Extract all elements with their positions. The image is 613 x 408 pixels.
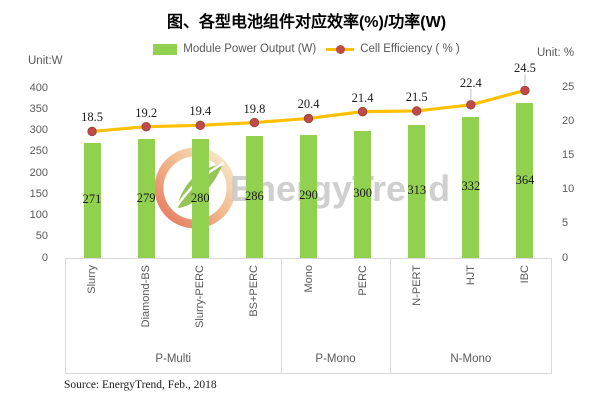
- bar-value-label: 364: [515, 172, 535, 187]
- bar-value-label: 290: [299, 188, 318, 203]
- y-axis-tick-left: 50: [35, 230, 48, 243]
- category-label: N-PERT: [410, 265, 423, 306]
- bar-value-label: 332: [461, 179, 481, 194]
- line-marker-icon: [412, 106, 422, 116]
- line-marker-icon: [357, 106, 368, 117]
- category-group-label: P-Mono: [315, 353, 356, 365]
- y-axis-tick-left: 300: [29, 124, 48, 136]
- line-value-label: 21.5: [405, 89, 428, 104]
- line-marker-icon: [195, 120, 205, 131]
- bar: [245, 136, 263, 258]
- line-marker-icon: [87, 126, 97, 137]
- y-axis-tick-left: 100: [29, 209, 48, 221]
- bar-value-label: 271: [82, 192, 102, 207]
- right-axis-unit-label: Unit: %: [537, 47, 575, 59]
- line-marker-icon: [466, 100, 476, 110]
- y-axis-tick-left: 250: [29, 145, 48, 158]
- line-value-label: 19.2: [135, 105, 158, 120]
- y-axis-tick-left: 150: [29, 187, 48, 200]
- category-group-label: P-Multi: [155, 353, 192, 365]
- y-axis-tick-left: 200: [29, 166, 48, 179]
- category-group-label: N-Mono: [450, 353, 492, 365]
- category-label: Mono: [302, 265, 315, 293]
- y-axis-tick-right: 20: [562, 114, 575, 127]
- line-marker-icon: [520, 85, 530, 96]
- legend-line-label: Cell Efficiency ( % ): [360, 43, 460, 55]
- category-label: HJT: [464, 265, 477, 286]
- line-value-label: 21.4: [351, 90, 374, 105]
- line-value-label: 18.5: [81, 110, 103, 125]
- category-label: Slurry-PERC: [194, 265, 207, 328]
- category-label: BS+PERC: [248, 265, 261, 317]
- bar: [83, 142, 101, 258]
- chart-title: 图、各型电池组件对应效率(%)/功率(W): [166, 14, 447, 31]
- y-axis-tick-right: 5: [562, 217, 569, 230]
- category-axis-box: [65, 258, 552, 374]
- bar: [516, 103, 534, 258]
- line-value-label: 19.4: [189, 104, 212, 119]
- y-axis-tick-left: 0: [41, 251, 48, 264]
- legend-bar-label: Module Power Output (W): [183, 43, 317, 55]
- y-axis-tick-right: 15: [562, 148, 575, 161]
- bar: [137, 139, 155, 258]
- bar-value-label: 300: [353, 186, 372, 201]
- bar: [354, 130, 372, 258]
- category-group-divider: [389, 258, 391, 374]
- line-marker-icon: [303, 113, 314, 124]
- left-axis-unit-label: Unit:W: [28, 55, 63, 67]
- category-group-divider: [281, 258, 283, 374]
- legend-bar-swatch-icon: [153, 43, 178, 55]
- legend-line-marker-icon: [336, 44, 346, 54]
- bar: [408, 124, 426, 258]
- category-label: Slurry: [86, 265, 99, 294]
- line-value-label: 19.8: [243, 101, 266, 116]
- line-marker-icon: [249, 117, 260, 128]
- category-label: IBC: [518, 265, 531, 284]
- bar-value-label: 313: [407, 183, 427, 198]
- bar: [300, 134, 317, 258]
- category-label: Diamond-BS: [140, 265, 153, 328]
- bar: [462, 116, 480, 258]
- legend: Module Power Output (W) Cell Efficiency …: [0, 43, 613, 55]
- line-value-label: 22.4: [459, 75, 482, 90]
- y-axis-tick-left: 350: [29, 102, 48, 115]
- bar-value-label: 280: [190, 190, 210, 205]
- y-axis-tick-right: 10: [562, 183, 575, 196]
- legend-line-swatch-icon: [326, 44, 355, 54]
- source-note: Source: EnergyTrend, Feb., 2018: [64, 379, 217, 391]
- y-axis-tick-left: 400: [29, 81, 48, 94]
- line-marker-icon: [141, 121, 151, 132]
- line-value-label: 20.4: [297, 97, 320, 112]
- bar-value-label: 286: [245, 189, 264, 204]
- bar-value-label: 279: [136, 190, 156, 205]
- category-label: PERC: [356, 265, 369, 296]
- line-value-label: 24.5: [514, 61, 536, 76]
- y-axis-tick-right: 25: [562, 80, 575, 93]
- y-axis-tick-right: 0: [562, 251, 569, 264]
